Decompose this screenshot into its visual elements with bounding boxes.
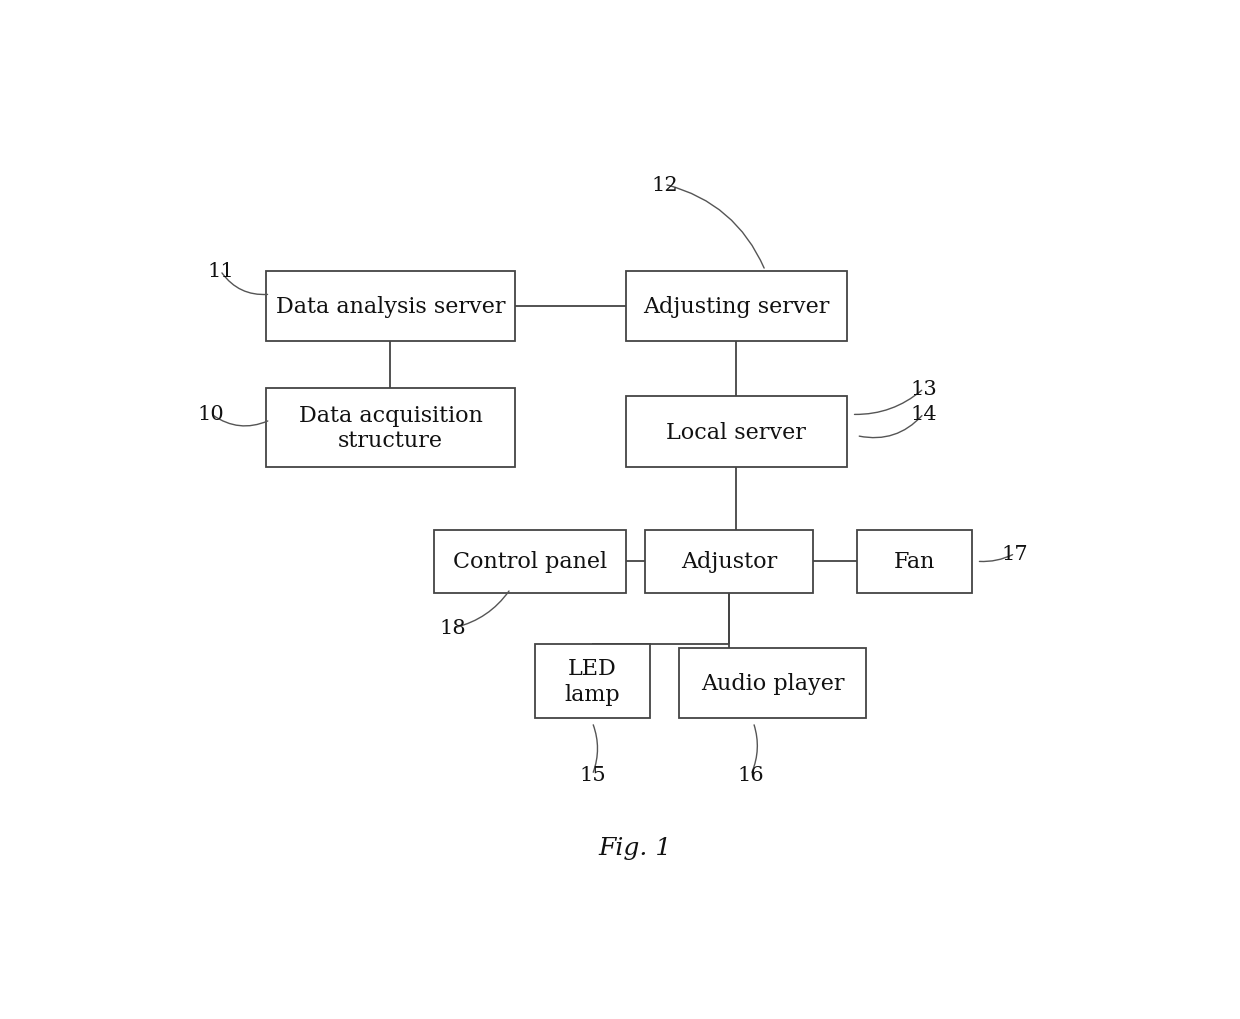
Text: 17: 17 (1002, 544, 1028, 564)
Text: Data acquisition
structure: Data acquisition structure (299, 405, 482, 452)
Text: 15: 15 (579, 765, 605, 785)
Text: Data analysis server: Data analysis server (275, 296, 505, 318)
Text: Audio player: Audio player (701, 673, 844, 694)
Text: Adjusting server: Adjusting server (644, 296, 830, 318)
Text: 13: 13 (910, 379, 937, 398)
Text: 14: 14 (910, 405, 937, 424)
Text: 16: 16 (738, 765, 764, 785)
Bar (265, 271, 516, 342)
Text: Fan: Fan (894, 550, 935, 573)
Text: Fig. 1: Fig. 1 (599, 837, 672, 860)
Text: LED
lamp: LED lamp (564, 657, 620, 705)
Bar (645, 530, 813, 593)
Text: 11: 11 (207, 262, 233, 281)
Bar (534, 644, 650, 718)
Text: Control panel: Control panel (453, 550, 606, 573)
Text: 12: 12 (651, 175, 677, 195)
Text: Adjustor: Adjustor (681, 550, 777, 573)
Bar (265, 389, 516, 468)
Text: Local server: Local server (666, 421, 806, 443)
Bar (434, 530, 626, 593)
Bar (857, 530, 972, 593)
Bar (626, 396, 847, 468)
Bar (626, 271, 847, 342)
Text: 18: 18 (440, 619, 466, 638)
Bar (678, 648, 866, 718)
Text: 10: 10 (197, 405, 224, 424)
